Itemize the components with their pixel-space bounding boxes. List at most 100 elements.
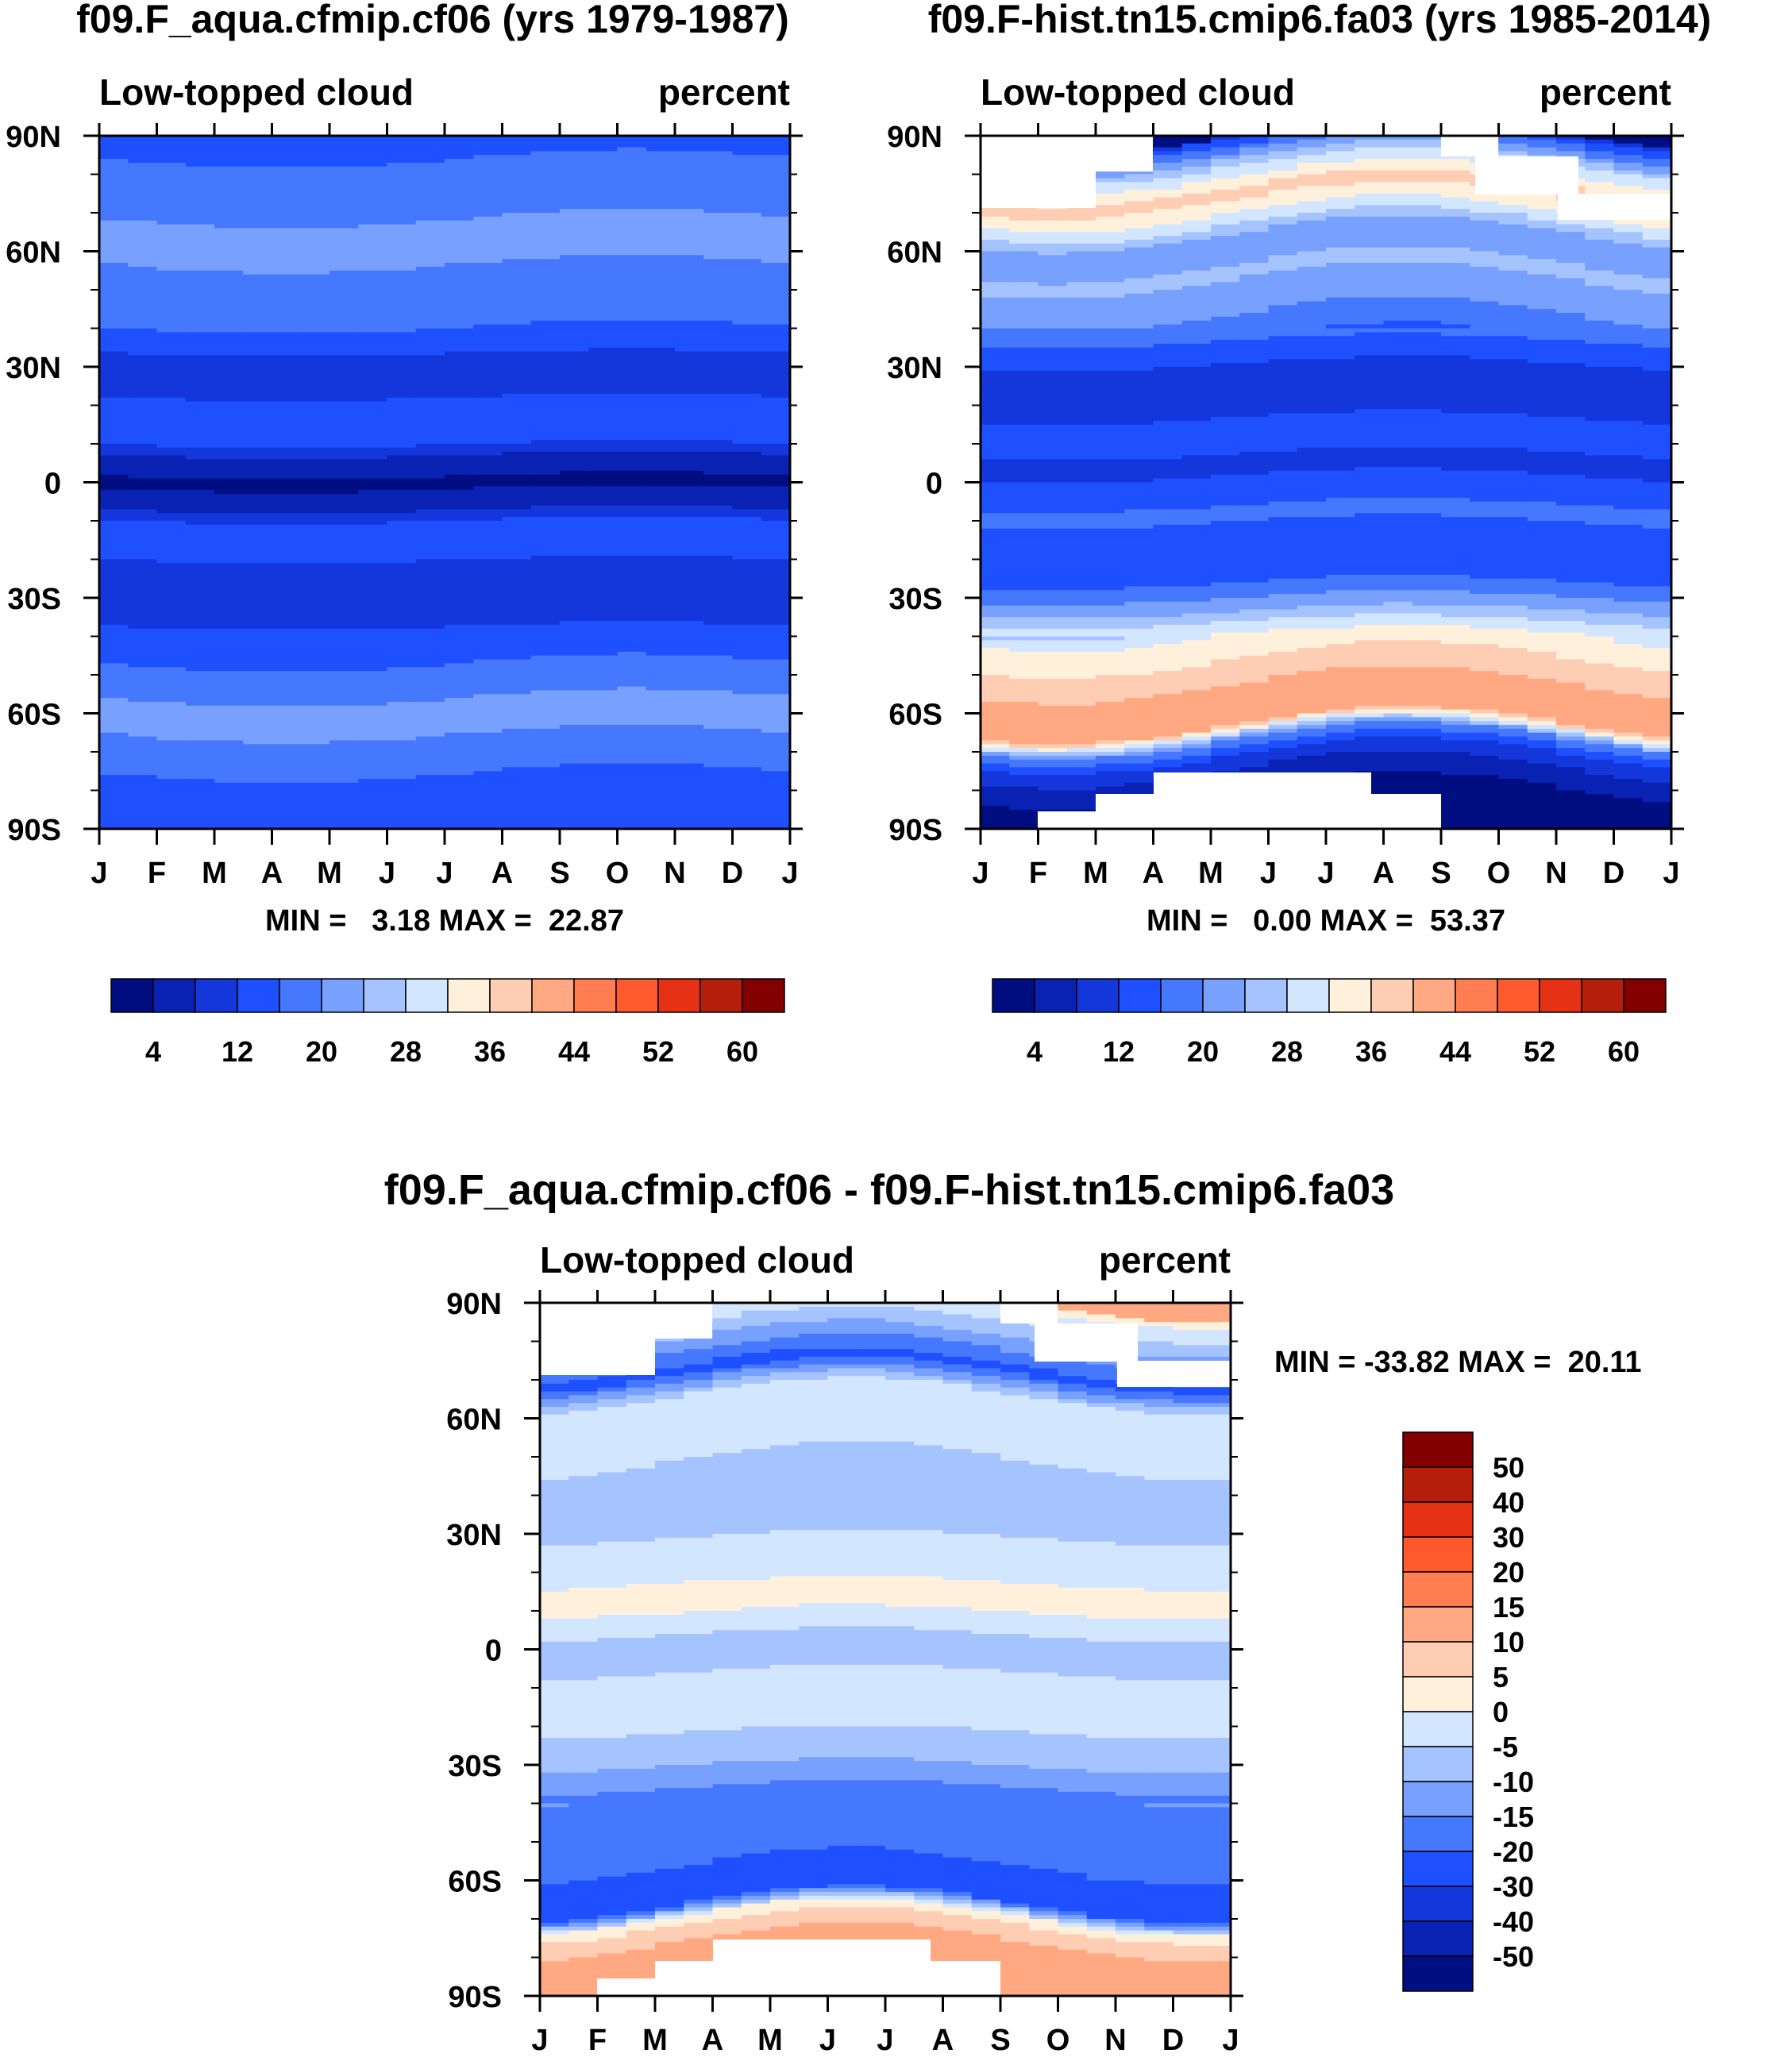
colorbar-box bbox=[700, 979, 742, 1012]
field-cell bbox=[387, 567, 417, 571]
field-cell bbox=[1009, 509, 1039, 513]
field-cell bbox=[473, 660, 503, 664]
field-cell bbox=[301, 613, 330, 617]
field-cell bbox=[157, 313, 187, 317]
field-cell bbox=[243, 240, 272, 244]
field-cell bbox=[416, 583, 445, 587]
field-cell bbox=[531, 721, 561, 725]
field-cell bbox=[416, 163, 445, 167]
field-cell bbox=[703, 513, 733, 517]
field-cell bbox=[675, 625, 704, 629]
field-cell bbox=[157, 213, 187, 217]
field-cell bbox=[214, 687, 244, 691]
field-cell bbox=[473, 575, 503, 579]
field-cell bbox=[186, 163, 215, 167]
field-cell bbox=[214, 498, 244, 502]
field-cell bbox=[301, 209, 330, 213]
field-cell bbox=[243, 213, 272, 217]
field-cell bbox=[675, 798, 704, 802]
field-cell bbox=[531, 386, 561, 390]
field-cell bbox=[99, 725, 129, 729]
field-cell bbox=[503, 498, 532, 502]
field-cell bbox=[588, 244, 618, 248]
field-cell bbox=[99, 298, 129, 302]
field-cell bbox=[157, 690, 187, 694]
field-cell bbox=[703, 817, 733, 821]
field-cell bbox=[761, 209, 791, 213]
field-cell bbox=[445, 791, 474, 795]
field-cell bbox=[186, 371, 215, 375]
field-cell bbox=[618, 448, 647, 452]
field-cell bbox=[761, 483, 791, 487]
field-cell bbox=[588, 444, 618, 448]
field-cell bbox=[981, 406, 1010, 410]
field-cell bbox=[387, 529, 417, 533]
field-cell bbox=[761, 494, 791, 498]
field-cell bbox=[618, 737, 647, 741]
field-cell bbox=[981, 502, 1010, 506]
field-cell bbox=[214, 483, 244, 487]
field-cell bbox=[675, 259, 704, 263]
field-cell bbox=[503, 756, 532, 760]
field-cell bbox=[416, 552, 445, 556]
field-cell bbox=[358, 275, 387, 279]
field-cell bbox=[618, 271, 647, 275]
field-cell bbox=[99, 529, 129, 533]
field-cell bbox=[503, 548, 532, 552]
field-cell bbox=[272, 552, 302, 556]
field-cell bbox=[1009, 656, 1039, 660]
field-cell bbox=[703, 610, 733, 614]
field-cell bbox=[214, 621, 244, 625]
field-cell bbox=[416, 617, 445, 621]
field-cell bbox=[272, 610, 302, 614]
field-cell bbox=[531, 579, 561, 583]
field-cell bbox=[761, 598, 791, 602]
field-cell bbox=[1039, 579, 1068, 583]
field-cell bbox=[531, 379, 561, 383]
field-cell bbox=[618, 259, 647, 263]
field-cell bbox=[761, 298, 791, 302]
field-cell bbox=[301, 586, 330, 590]
field-cell bbox=[588, 798, 618, 802]
field-cell bbox=[387, 255, 417, 259]
field-cell bbox=[301, 810, 330, 814]
field-cell bbox=[128, 771, 157, 775]
field-cell bbox=[560, 228, 589, 232]
field-cell bbox=[387, 560, 417, 564]
field-cell bbox=[387, 282, 417, 286]
field-cell bbox=[981, 329, 1010, 333]
field-cell bbox=[99, 748, 129, 752]
field-cell bbox=[301, 764, 330, 768]
field-cell bbox=[387, 498, 417, 502]
field-cell bbox=[157, 271, 187, 275]
field-cell bbox=[214, 509, 244, 513]
field-cell bbox=[503, 710, 532, 714]
field-cell bbox=[981, 448, 1010, 452]
field-cell bbox=[588, 163, 618, 167]
field-cell bbox=[387, 155, 417, 159]
field-cell bbox=[329, 633, 359, 637]
field-cell bbox=[531, 271, 561, 275]
field-cell bbox=[981, 821, 1010, 825]
field-cell bbox=[99, 509, 129, 513]
field-cell bbox=[358, 221, 387, 225]
field-cell bbox=[214, 775, 244, 779]
field-cell bbox=[387, 798, 417, 802]
field-cell bbox=[1009, 363, 1039, 367]
field-cell bbox=[646, 432, 676, 436]
field-cell bbox=[1039, 656, 1068, 660]
field-cell bbox=[503, 533, 532, 537]
field-cell bbox=[1039, 228, 1068, 232]
field-cell bbox=[646, 406, 676, 410]
field-cell bbox=[733, 367, 762, 371]
field-cell bbox=[272, 409, 302, 413]
field-cell bbox=[531, 305, 561, 309]
field-cell bbox=[531, 737, 561, 741]
field-cell bbox=[761, 444, 791, 448]
field-cell bbox=[675, 629, 704, 633]
field-cell bbox=[761, 186, 791, 190]
field-cell bbox=[329, 729, 359, 733]
field-cell bbox=[703, 575, 733, 579]
field-cell bbox=[675, 498, 704, 502]
field-cell bbox=[128, 456, 157, 460]
